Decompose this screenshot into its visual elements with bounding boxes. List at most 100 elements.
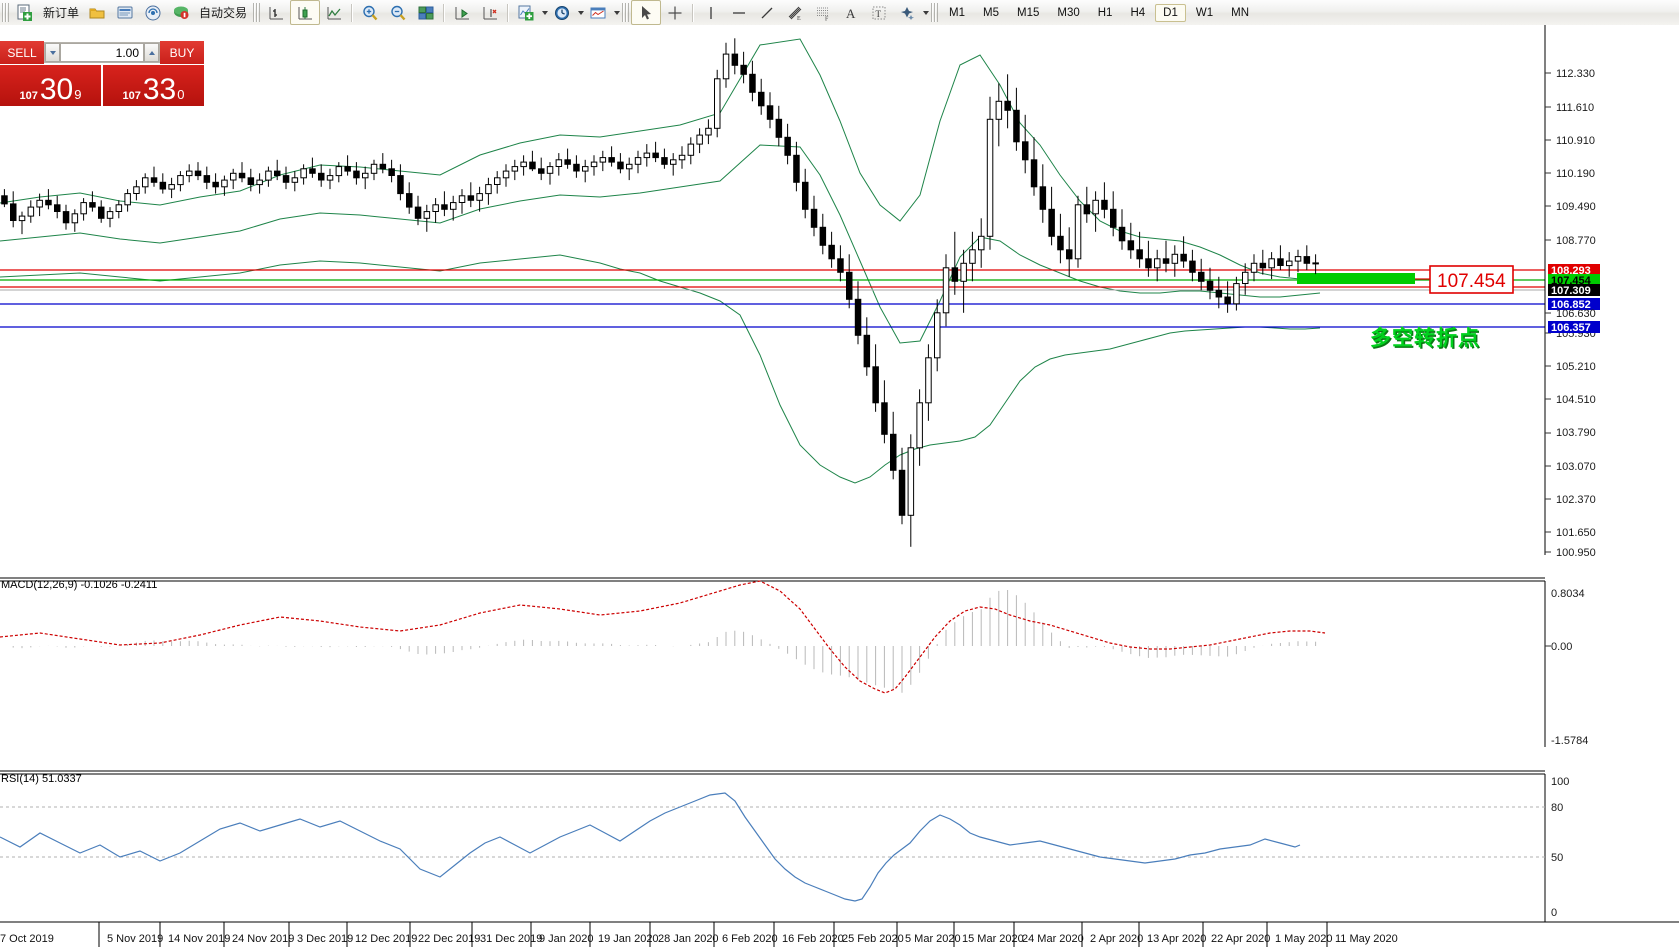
equidistant-channel-icon[interactable]: E: [781, 1, 809, 24]
candlestick: [353, 170, 360, 179]
date-tick: 6 Feb 2020: [722, 933, 778, 945]
chart-background: [0, 25, 1679, 947]
sell-button[interactable]: SELL: [0, 41, 44, 64]
autotrade-icon[interactable]: [167, 1, 195, 24]
vline-icon[interactable]: [697, 1, 725, 24]
timeframe-m30[interactable]: M30: [1057, 6, 1080, 19]
candlestick: [1057, 235, 1064, 251]
macd-histogram: [12, 590, 1317, 693]
candlestick: [687, 143, 695, 156]
crosshair-icon[interactable]: [661, 1, 689, 24]
folder-icon[interactable]: [83, 1, 111, 24]
date-tick: 24 Mar 2020: [1022, 933, 1084, 945]
occ-price-row: 107 30 9 107 33 0: [0, 64, 204, 106]
terminal-icon[interactable]: [111, 1, 139, 24]
volume-input[interactable]: 1.00: [60, 43, 144, 62]
price-tick: 100.950: [1556, 547, 1596, 559]
zoom-out-icon[interactable]: [384, 1, 412, 24]
tile-windows-icon[interactable]: [412, 1, 440, 24]
bar-chart-icon[interactable]: [262, 1, 290, 24]
indicators-add-icon[interactable]: [512, 1, 540, 24]
sell-price-fraction: 9: [74, 87, 82, 102]
rsi-tick: 80: [1551, 802, 1563, 814]
candlestick-icon[interactable]: [290, 0, 321, 25]
candlestick: [678, 154, 686, 161]
cursor-icon[interactable]: [631, 0, 662, 25]
one-click-trading-panel[interactable]: SELL 1.00 BUY 107 30 9 107 33 0: [0, 41, 204, 106]
trendline-icon[interactable]: [753, 1, 781, 24]
candlestick: [1180, 253, 1187, 262]
period-dropdown-caret-icon[interactable]: [578, 10, 585, 15]
fibonacci-icon[interactable]: F: [809, 1, 837, 24]
text-icon[interactable]: A: [837, 1, 865, 24]
toolbar-grip-2[interactable]: [253, 3, 261, 22]
timeframe-w1[interactable]: W1: [1195, 6, 1214, 19]
timeframe-m1[interactable]: M1: [949, 6, 966, 19]
signals-icon[interactable]: [139, 1, 167, 24]
hline-icon[interactable]: [725, 1, 753, 24]
shapes-icon[interactable]: [893, 1, 921, 24]
indicators-dropdown-caret-icon[interactable]: [542, 10, 549, 15]
price-axis-ticks: [1545, 72, 1551, 553]
period-clock-icon[interactable]: [548, 1, 576, 24]
text-label-icon[interactable]: T: [865, 1, 893, 24]
sell-price-display[interactable]: 107 30 9: [0, 64, 101, 106]
date-tick: 12 Dec 2019: [355, 933, 417, 945]
timeframe-h4[interactable]: H4: [1130, 6, 1146, 19]
chart-svg[interactable]: 112.330 111.610 110.910 110.190 109.490 …: [0, 25, 1679, 947]
timeframe-m5[interactable]: M5: [983, 6, 999, 19]
candlestick: [1101, 199, 1108, 210]
chart-area[interactable]: 112.330 111.610 110.910 110.190 109.490 …: [0, 25, 1679, 947]
timeframe-m15[interactable]: M15: [1017, 6, 1040, 19]
price-tick: 110.910: [1556, 135, 1595, 147]
volume-decrement-button[interactable]: [45, 43, 60, 62]
candlestick: [282, 175, 290, 183]
price-tick: 109.490: [1556, 201, 1596, 213]
toolbar-grip[interactable]: [2, 3, 9, 22]
volume-stepper[interactable]: 1.00: [44, 42, 160, 63]
buy-price-display[interactable]: 107 33 0: [103, 64, 204, 106]
date-tick: 19 Jan 2020: [598, 933, 659, 945]
candlestick: [441, 204, 448, 210]
toolbar-grip-4[interactable]: [931, 3, 939, 22]
candlestick: [1215, 289, 1223, 298]
candlestick: [1277, 258, 1284, 267]
candlestick: [194, 170, 202, 177]
candlestick: [300, 168, 307, 179]
templates-dropdown-caret-icon[interactable]: [614, 10, 621, 15]
macd-tick: -1.5784: [1551, 735, 1588, 747]
candlestick: [1, 195, 8, 205]
candlestick: [1250, 262, 1258, 273]
volume-increment-button[interactable]: [144, 43, 159, 62]
shift-end-icon[interactable]: [448, 1, 476, 24]
grid-icon[interactable]: [476, 1, 504, 24]
candlestick: [740, 64, 747, 75]
macd-tick: 0.8034: [1551, 588, 1585, 600]
templates-icon[interactable]: [584, 1, 612, 24]
zoom-in-icon[interactable]: [356, 1, 384, 24]
candlestick: [1066, 249, 1073, 260]
timeframe-mn[interactable]: MN: [1231, 6, 1249, 19]
sell-price-prefix: 107: [19, 90, 38, 102]
shapes-dropdown-caret-icon[interactable]: [923, 10, 930, 15]
candlestick: [18, 215, 26, 222]
price-tick: 112.330: [1556, 68, 1595, 80]
line-chart-icon[interactable]: [320, 1, 348, 24]
new-order-label[interactable]: 新订单: [43, 6, 80, 20]
autotrade-label[interactable]: 自动交易: [199, 6, 248, 20]
date-tick: 31 Dec 2019: [480, 933, 542, 945]
toolbar-grip-3[interactable]: [622, 3, 630, 22]
date-axis-separators: [98, 922, 1328, 947]
candlestick: [529, 161, 536, 170]
timeframe-d1[interactable]: D1: [1155, 3, 1186, 22]
candlestick: [916, 402, 923, 449]
toolbar-separator-2: [443, 3, 446, 22]
candlestick: [414, 206, 422, 219]
candlestick: [98, 206, 105, 219]
candlestick: [71, 213, 79, 224]
buy-button[interactable]: BUY: [160, 41, 204, 64]
macd-label: MACD(12,26,9) -0.1026 -0.2411: [1, 579, 157, 591]
level-tag-text: 106.357: [1551, 322, 1591, 334]
new-order-icon[interactable]: [11, 1, 39, 24]
timeframe-h1[interactable]: H1: [1097, 6, 1113, 19]
